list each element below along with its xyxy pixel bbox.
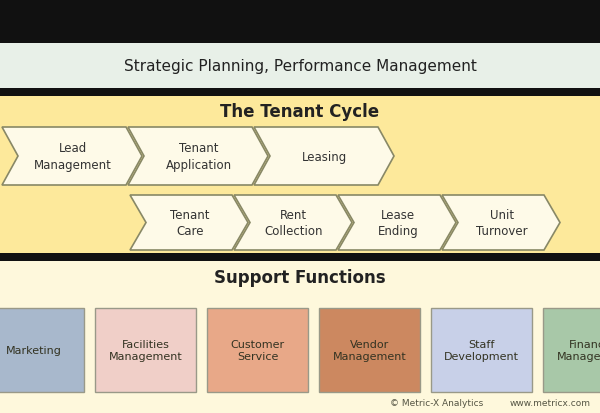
Bar (0, 254, 600, 261)
Polygon shape (442, 195, 560, 250)
Polygon shape (128, 128, 268, 185)
Text: © Metric-X Analytics: © Metric-X Analytics (390, 398, 483, 407)
Bar (0, 308, 84, 392)
Bar (95, 308, 196, 392)
Text: Vendor
Management: Vendor Management (332, 339, 406, 361)
Text: Unit
Turnover: Unit Turnover (476, 209, 527, 237)
Text: Leasing: Leasing (302, 150, 347, 163)
Bar (543, 308, 600, 392)
Text: Tenant
Care: Tenant Care (170, 209, 209, 237)
Text: Lease
Ending: Lease Ending (377, 209, 418, 237)
Text: Marketing: Marketing (5, 345, 61, 355)
Text: Lead
Management: Lead Management (34, 142, 112, 171)
Bar (319, 308, 420, 392)
Polygon shape (254, 128, 394, 185)
Text: The Tenant Cycle: The Tenant Cycle (220, 103, 380, 121)
Bar (0, 0, 600, 44)
Bar (0, 44, 600, 89)
Bar (0, 89, 600, 97)
Text: Tenant
Application: Tenant Application (166, 142, 232, 171)
Text: www.metricx.com: www.metricx.com (510, 398, 591, 407)
Text: Rent
Collection: Rent Collection (265, 209, 323, 237)
Text: Customer
Service: Customer Service (230, 339, 284, 361)
Text: Support Functions: Support Functions (214, 268, 386, 286)
Bar (431, 308, 532, 392)
Polygon shape (2, 128, 142, 185)
Bar (0, 261, 600, 413)
Text: Strategic Planning, Performance Management: Strategic Planning, Performance Manageme… (124, 59, 476, 74)
Polygon shape (338, 195, 456, 250)
Bar (207, 308, 308, 392)
Polygon shape (130, 195, 248, 250)
Polygon shape (234, 195, 352, 250)
Text: Financial
Management: Financial Management (557, 339, 600, 361)
Text: Facilities
Management: Facilities Management (109, 339, 182, 361)
Text: Staff
Development: Staff Development (444, 339, 519, 361)
Bar (0, 97, 600, 254)
